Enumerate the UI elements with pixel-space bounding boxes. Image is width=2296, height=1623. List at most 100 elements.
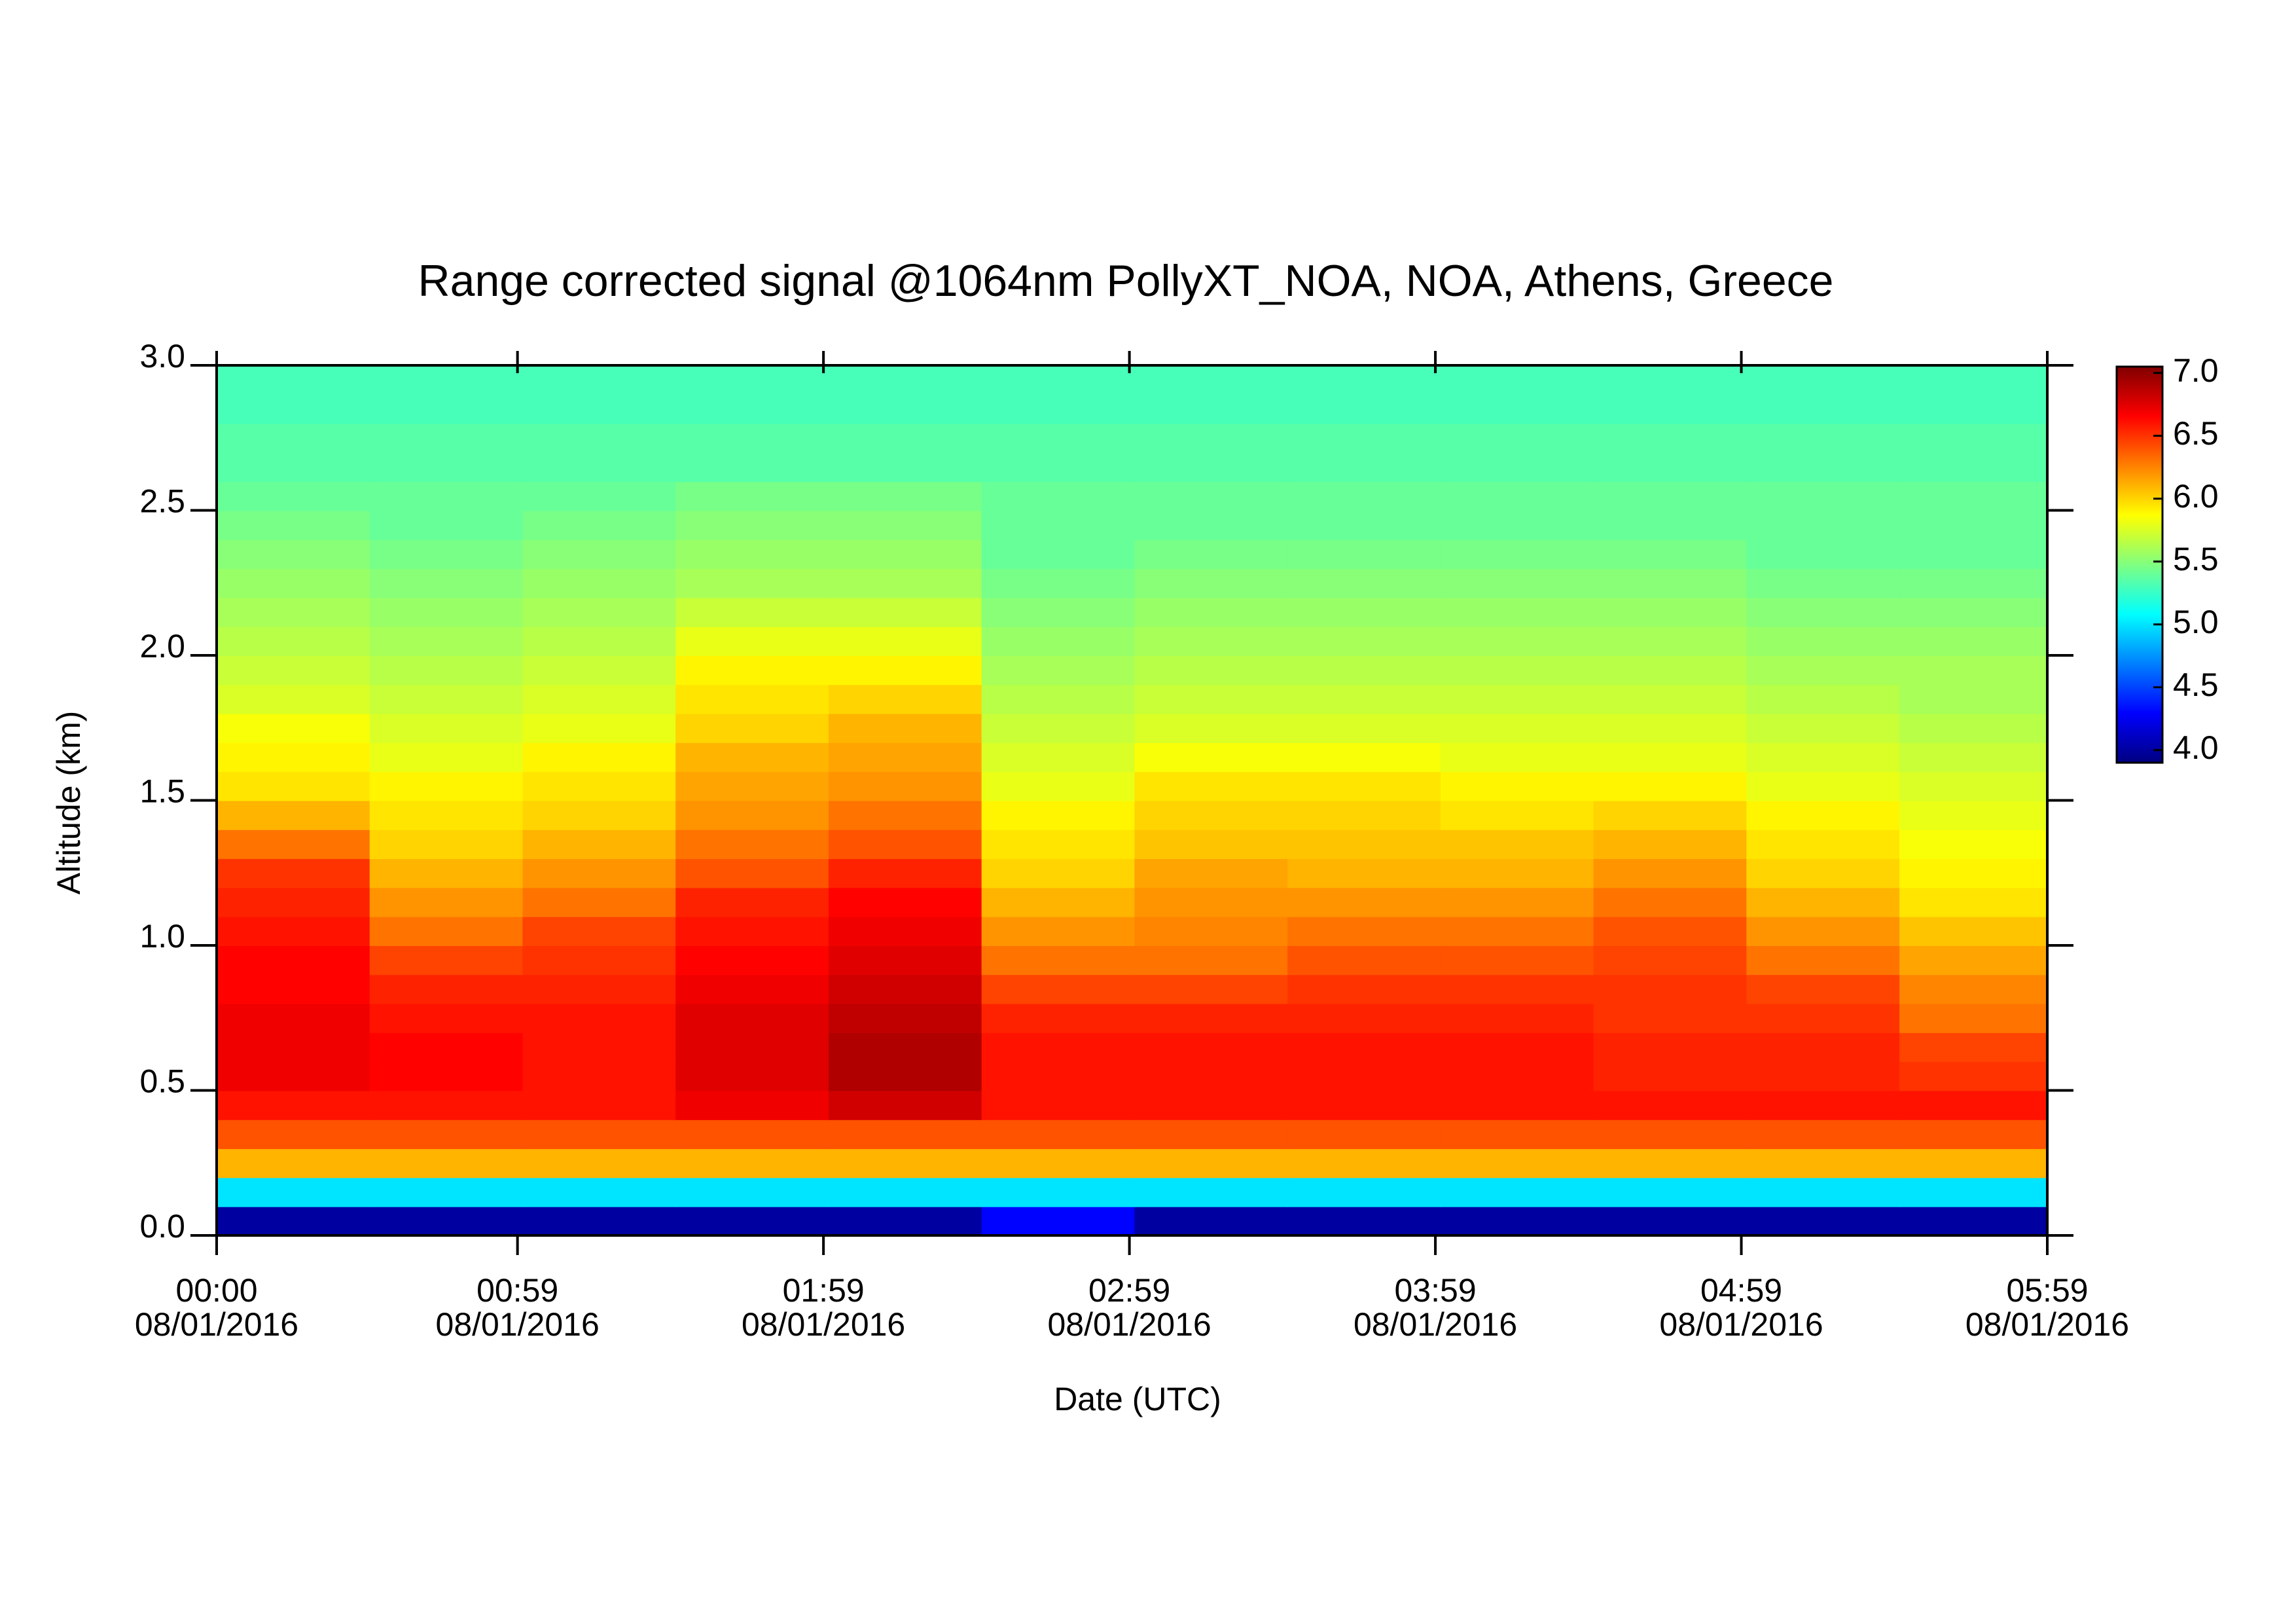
- heatmap-cell: [1593, 481, 1748, 511]
- heatmap-cell: [675, 423, 829, 453]
- heatmap-cell: [828, 655, 982, 685]
- heatmap-cell: [522, 423, 677, 453]
- heatmap-cell: [1287, 916, 1441, 946]
- heatmap-cell: [981, 568, 1136, 598]
- heatmap-cell: [1440, 1061, 1594, 1091]
- heatmap-cell: [828, 452, 982, 483]
- heatmap-cell: [522, 916, 677, 946]
- heatmap-cell: [1287, 1003, 1441, 1033]
- heatmap-cell: [1440, 539, 1594, 570]
- heatmap-cell: [981, 1032, 1136, 1063]
- heatmap-cell: [1746, 945, 1901, 976]
- heatmap-cell: [1746, 713, 1901, 743]
- heatmap-cell: [1899, 365, 2047, 395]
- heatmap-cell: [369, 597, 524, 627]
- heatmap-cell: [217, 713, 370, 743]
- x-tick-time: 04:59: [1700, 1272, 1782, 1309]
- heatmap-cell: [1440, 1003, 1594, 1033]
- heatmap-cell: [1746, 800, 1901, 830]
- heatmap-cell: [675, 829, 829, 860]
- heatmap-cell: [828, 1061, 982, 1091]
- heatmap-cell: [1287, 481, 1441, 511]
- heatmap-cell: [217, 1090, 370, 1120]
- heatmap-cell: [1440, 916, 1594, 946]
- heatmap-cell: [217, 423, 370, 453]
- heatmap-cell: [675, 742, 829, 773]
- heatmap-cell: [675, 510, 829, 540]
- heatmap-cell: [1134, 1148, 1289, 1178]
- heatmap-cell: [675, 771, 829, 801]
- heatmap-cell: [1440, 394, 1594, 424]
- heatmap-cell: [1899, 945, 2047, 976]
- heatmap-cell: [828, 481, 982, 511]
- heatmap-cell: [1287, 1061, 1441, 1091]
- heatmap-cell: [1440, 945, 1594, 976]
- heatmap-cell: [1440, 626, 1594, 656]
- heatmap-cell: [522, 684, 677, 714]
- heatmap-cell: [675, 1148, 829, 1178]
- heatmap-cell: [217, 1206, 370, 1235]
- heatmap-cell: [1287, 945, 1441, 976]
- heatmap-cell: [1746, 1090, 1901, 1120]
- heatmap-cell: [1746, 829, 1901, 860]
- heatmap-cell: [1287, 742, 1441, 773]
- heatmap-cell: [981, 684, 1136, 714]
- heatmap-cell: [1899, 539, 2047, 570]
- heatmap-cell: [522, 597, 677, 627]
- x-tick-label: 03:59 08/01/2016: [1354, 1272, 1517, 1343]
- heatmap-cell: [1593, 1090, 1748, 1120]
- heatmap-cell: [1440, 829, 1594, 860]
- heatmap-cell: [217, 655, 370, 685]
- heatmap-cell: [1134, 713, 1289, 743]
- heatmap-cell: [1440, 684, 1594, 714]
- heatmap-cell: [1899, 452, 2047, 483]
- heatmap-cell: [1899, 1119, 2047, 1150]
- heatmap-cell: [1899, 510, 2047, 540]
- heatmap-cell: [1134, 626, 1289, 656]
- heatmap-cell: [522, 800, 677, 830]
- heatmap-cell: [522, 1206, 677, 1235]
- heatmap-cell: [1746, 423, 1901, 453]
- heatmap-cell: [369, 742, 524, 773]
- x-tick-time: 05:59: [2006, 1272, 2088, 1309]
- heatmap-cell: [1134, 974, 1289, 1004]
- heatmap-cell: [217, 539, 370, 570]
- heatmap-cell: [369, 713, 524, 743]
- heatmap-cell: [828, 423, 982, 453]
- heatmap-cell: [369, 1119, 524, 1150]
- heatmap-cell: [1287, 394, 1441, 424]
- heatmap-cell: [1899, 1177, 2047, 1207]
- heatmap-cell: [675, 887, 829, 917]
- heatmap-cell: [369, 626, 524, 656]
- heatmap-cell: [1134, 655, 1289, 685]
- heatmap-cell: [1593, 510, 1748, 540]
- x-tick-date: 08/01/2016: [1965, 1306, 2129, 1343]
- x-tick-time: 02:59: [1088, 1272, 1170, 1309]
- heatmap-cell: [1593, 1177, 1748, 1207]
- heatmap-cell: [1287, 1148, 1441, 1178]
- heatmap-cell: [981, 626, 1136, 656]
- heatmap-cell: [369, 1061, 524, 1091]
- heatmap-cell: [1593, 568, 1748, 598]
- heatmap-cell: [1287, 887, 1441, 917]
- heatmap-cell: [1899, 887, 2047, 917]
- heatmap-cell: [1440, 887, 1594, 917]
- heatmap-cell: [217, 452, 370, 483]
- heatmap-cell: [1899, 1090, 2047, 1120]
- heatmap-cell: [1746, 858, 1901, 888]
- heatmap-cell: [217, 626, 370, 656]
- heatmap-cell: [1134, 1177, 1289, 1207]
- heatmap-cell: [369, 974, 524, 1004]
- colorbar-tick-label: 5.0: [2173, 604, 2219, 640]
- heatmap-cell: [828, 1090, 982, 1120]
- heatmap-cell: [675, 1032, 829, 1063]
- heatmap-cell: [1287, 800, 1441, 830]
- heatmap-cell: [1746, 568, 1901, 598]
- heatmap-cell: [522, 568, 677, 598]
- heatmap-cell: [981, 858, 1136, 888]
- heatmap-cell: [217, 1032, 370, 1063]
- heatmap-cell: [981, 539, 1136, 570]
- heatmap-cell: [1746, 684, 1901, 714]
- heatmap-cell: [217, 365, 370, 395]
- heatmap-cell: [369, 829, 524, 860]
